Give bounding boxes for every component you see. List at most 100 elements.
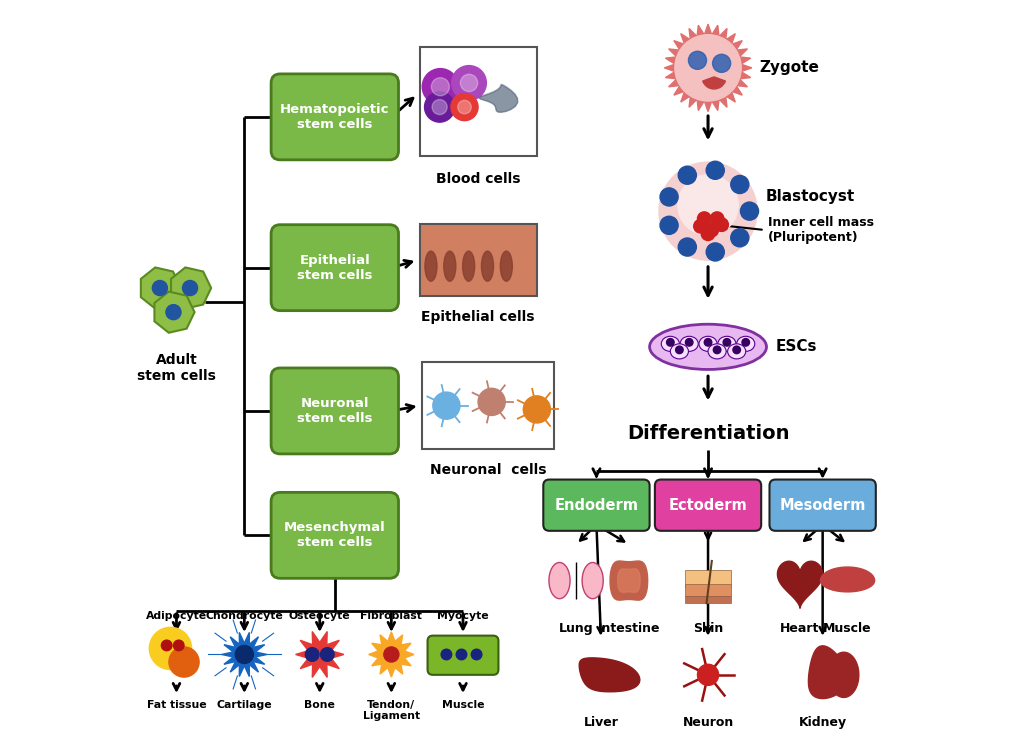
Circle shape	[660, 216, 678, 234]
Circle shape	[166, 305, 181, 320]
Circle shape	[697, 664, 719, 685]
Circle shape	[452, 66, 486, 100]
Text: Kidney: Kidney	[799, 716, 847, 729]
Circle shape	[457, 649, 467, 660]
Circle shape	[678, 238, 696, 256]
Text: Adipocyte: Adipocyte	[145, 611, 207, 621]
Text: Intestine: Intestine	[598, 622, 660, 635]
Text: Skin: Skin	[693, 622, 723, 635]
Circle shape	[676, 346, 683, 354]
Circle shape	[731, 176, 749, 194]
Text: Muscle: Muscle	[441, 700, 484, 710]
FancyBboxPatch shape	[271, 492, 398, 578]
Circle shape	[523, 396, 551, 423]
Circle shape	[182, 280, 198, 296]
FancyBboxPatch shape	[655, 480, 761, 531]
Text: Epithelial
stem cells: Epithelial stem cells	[297, 253, 373, 282]
Text: Myocyte: Myocyte	[437, 611, 488, 621]
Circle shape	[711, 212, 724, 225]
Circle shape	[706, 223, 719, 237]
Circle shape	[431, 78, 450, 96]
Text: Neuronal
stem cells: Neuronal stem cells	[297, 397, 373, 425]
Ellipse shape	[443, 251, 456, 281]
Circle shape	[678, 175, 738, 235]
Circle shape	[688, 51, 707, 69]
Circle shape	[305, 648, 319, 661]
Polygon shape	[141, 268, 181, 308]
Circle shape	[667, 339, 674, 346]
Circle shape	[701, 227, 715, 241]
Circle shape	[659, 162, 757, 260]
FancyBboxPatch shape	[271, 368, 398, 454]
Circle shape	[162, 640, 172, 651]
Polygon shape	[808, 646, 847, 698]
Circle shape	[150, 627, 191, 670]
Text: Heart: Heart	[780, 622, 820, 635]
Ellipse shape	[699, 336, 717, 351]
Ellipse shape	[728, 344, 745, 359]
Text: Fibroblast: Fibroblast	[360, 611, 422, 621]
Circle shape	[740, 202, 759, 220]
Text: Lung: Lung	[559, 622, 593, 635]
Text: Mesoderm: Mesoderm	[779, 498, 866, 513]
Polygon shape	[665, 24, 752, 112]
Ellipse shape	[671, 344, 688, 359]
Text: Bone: Bone	[304, 700, 335, 710]
Polygon shape	[820, 567, 874, 592]
Polygon shape	[828, 652, 859, 697]
Text: Hematopoietic
stem cells: Hematopoietic stem cells	[280, 103, 389, 131]
Circle shape	[742, 339, 750, 346]
Polygon shape	[617, 569, 640, 593]
Text: Endoderm: Endoderm	[554, 498, 638, 513]
Text: Tendon/
Ligament: Tendon/ Ligament	[362, 700, 420, 722]
Wedge shape	[702, 77, 725, 89]
Bar	[685, 584, 731, 596]
Text: Epithelial cells: Epithelial cells	[421, 309, 535, 323]
Circle shape	[422, 69, 459, 105]
Ellipse shape	[718, 336, 736, 351]
Circle shape	[425, 92, 455, 122]
Circle shape	[153, 280, 167, 296]
Text: Neuronal  cells: Neuronal cells	[430, 463, 546, 477]
Circle shape	[433, 392, 460, 419]
Circle shape	[432, 100, 447, 115]
Circle shape	[461, 74, 477, 92]
Circle shape	[169, 647, 199, 677]
Polygon shape	[369, 632, 414, 677]
Text: Chondrocyte: Chondrocyte	[206, 611, 284, 621]
Text: Cartilage: Cartilage	[216, 700, 272, 710]
Circle shape	[693, 219, 708, 233]
Polygon shape	[479, 84, 517, 112]
Polygon shape	[171, 268, 211, 308]
Circle shape	[458, 100, 471, 114]
Circle shape	[685, 339, 693, 346]
Ellipse shape	[680, 336, 698, 351]
Text: Inner cell mass
(Pluripotent): Inner cell mass (Pluripotent)	[768, 216, 874, 244]
Circle shape	[707, 243, 724, 261]
Bar	[422, 363, 554, 449]
Circle shape	[675, 35, 741, 101]
Circle shape	[697, 212, 711, 225]
FancyBboxPatch shape	[428, 636, 499, 675]
Circle shape	[731, 228, 749, 247]
Text: Blastocyst: Blastocyst	[766, 188, 855, 204]
Text: Liver: Liver	[584, 716, 618, 729]
Circle shape	[714, 346, 721, 354]
FancyBboxPatch shape	[271, 74, 398, 160]
Text: Adult
stem cells: Adult stem cells	[137, 353, 216, 383]
Polygon shape	[222, 633, 267, 676]
Text: Fat tissue: Fat tissue	[146, 700, 206, 710]
FancyBboxPatch shape	[271, 225, 398, 311]
Polygon shape	[479, 85, 517, 112]
Circle shape	[713, 54, 731, 72]
Circle shape	[705, 339, 712, 346]
Circle shape	[707, 161, 724, 179]
Circle shape	[733, 346, 740, 354]
Polygon shape	[296, 632, 344, 677]
Circle shape	[384, 647, 399, 662]
Bar	[420, 47, 537, 157]
Circle shape	[236, 645, 253, 664]
Ellipse shape	[501, 251, 512, 281]
FancyBboxPatch shape	[769, 480, 876, 531]
Ellipse shape	[582, 562, 603, 599]
